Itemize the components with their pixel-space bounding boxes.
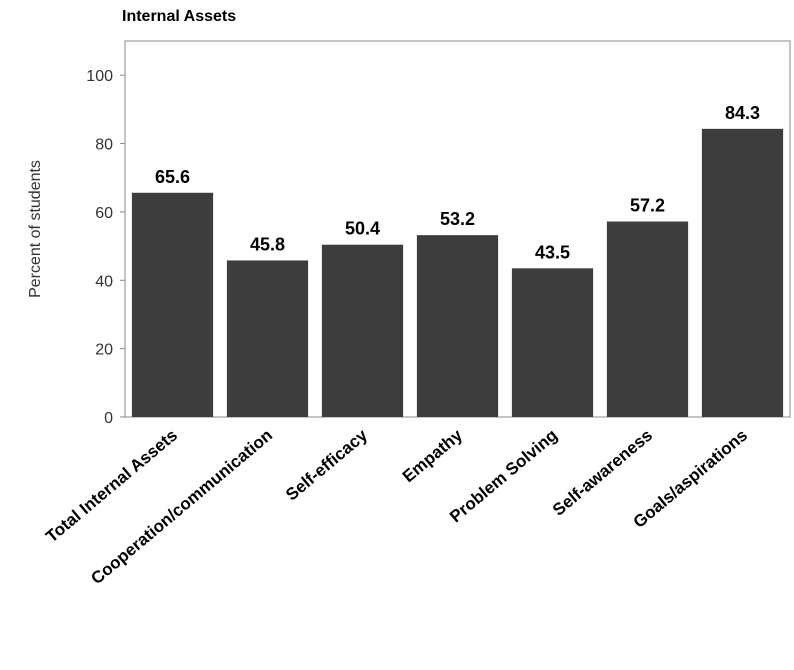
y-tick-label: 20 xyxy=(95,342,113,359)
y-tick-label: 0 xyxy=(104,410,113,427)
data-label: 50.4 xyxy=(345,219,380,239)
x-axis-category-labels: Total Internal AssetsCooperation/communi… xyxy=(42,425,751,588)
data-label: 45.8 xyxy=(250,234,285,254)
y-tick-label: 80 xyxy=(95,137,113,154)
bar xyxy=(131,192,214,417)
data-label: 53.2 xyxy=(440,209,475,229)
bar xyxy=(416,235,499,417)
x-tick-label: Cooperation/communication xyxy=(87,426,276,589)
value-labels: 65.6 45.8 50.4 53.2 43.5 57.2 84.3 xyxy=(155,103,760,262)
bar xyxy=(226,260,309,417)
bar xyxy=(321,244,404,417)
bar xyxy=(606,221,689,417)
x-tick-label: Self-efficacy xyxy=(282,425,371,504)
bar-series xyxy=(131,128,784,417)
y-tick-label: 100 xyxy=(86,68,113,85)
data-label: 57.2 xyxy=(630,195,665,215)
y-tick-label: 60 xyxy=(95,205,113,222)
data-label: 43.5 xyxy=(535,242,570,262)
data-label: 65.6 xyxy=(155,167,190,187)
y-tick-label: 40 xyxy=(95,273,113,290)
data-label: 84.3 xyxy=(725,103,760,123)
bar xyxy=(511,268,594,417)
x-tick-label: Empathy xyxy=(399,425,467,486)
y-axis: 0 20 40 60 80 100 xyxy=(86,68,125,427)
y-axis-label: Percent of students xyxy=(27,160,44,298)
x-tick-label: Self-awareness xyxy=(549,426,656,520)
chart-title: Internal Assets xyxy=(122,8,237,25)
bar xyxy=(701,128,784,417)
